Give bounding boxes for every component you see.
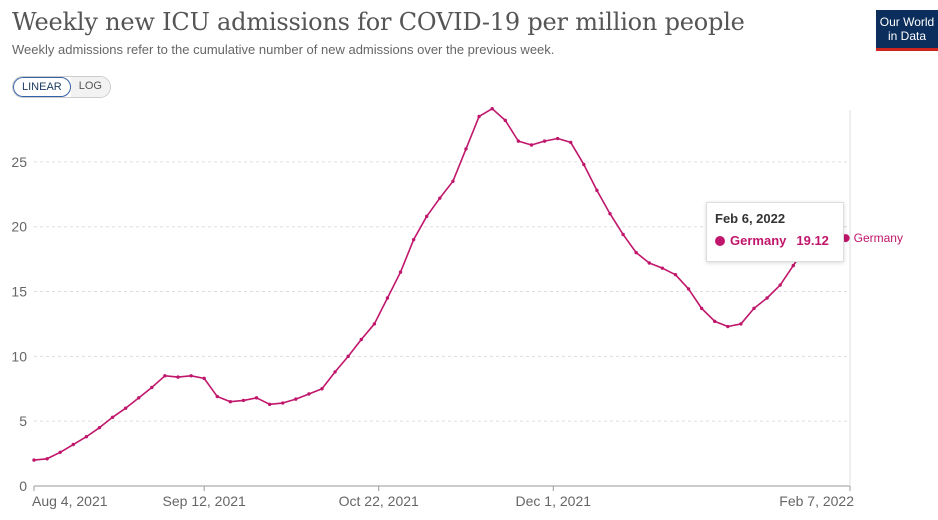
data-point xyxy=(438,196,442,200)
data-point xyxy=(281,401,285,405)
data-point xyxy=(123,406,128,410)
chart-subtitle: Weekly admissions refer to the cumulativ… xyxy=(12,42,555,57)
y-tick-label: 25 xyxy=(11,154,27,170)
data-point xyxy=(254,396,259,400)
logo-accent-bar xyxy=(876,48,938,51)
tooltip-row: Germany 19.12 xyxy=(715,233,835,248)
data-point xyxy=(267,402,272,407)
data-point xyxy=(333,370,337,374)
scale-toggle: LINEAR LOG xyxy=(12,76,111,98)
data-point xyxy=(739,322,743,326)
data-point xyxy=(307,392,311,396)
tooltip-value: 19.12 xyxy=(796,233,829,248)
data-point xyxy=(359,337,363,342)
data-point xyxy=(84,435,89,439)
data-point xyxy=(713,319,717,324)
data-point xyxy=(791,263,795,268)
x-tick-label: Dec 1, 2021 xyxy=(516,493,592,509)
data-point xyxy=(241,398,246,403)
linear-scale-button[interactable]: LINEAR xyxy=(13,77,71,97)
data-point xyxy=(569,140,573,145)
data-point xyxy=(752,306,756,311)
logo-line-2: in Data xyxy=(887,29,927,43)
data-point xyxy=(477,114,481,119)
data-point xyxy=(202,376,206,381)
data-point xyxy=(621,232,625,237)
data-point xyxy=(765,296,769,300)
data-point xyxy=(110,415,115,419)
owid-logo[interactable]: Our World in Data xyxy=(876,10,938,51)
data-point xyxy=(660,266,665,270)
x-tick-label: Oct 22, 2021 xyxy=(339,493,419,509)
y-tick-label: 20 xyxy=(11,219,27,235)
x-tick-label: Sep 12, 2021 xyxy=(163,493,247,509)
data-point xyxy=(555,136,560,141)
hover-tooltip: Feb 6, 2022 Germany 19.12 xyxy=(706,202,844,262)
data-point xyxy=(595,188,599,193)
data-point xyxy=(58,450,62,454)
data-point xyxy=(163,374,167,378)
data-point xyxy=(189,374,193,378)
series-end-label: Germany xyxy=(854,231,903,245)
data-point xyxy=(398,270,403,274)
chart-title: Weekly new ICU admissions for COVID-19 p… xyxy=(12,8,745,36)
data-point xyxy=(228,400,233,404)
data-point xyxy=(137,396,141,400)
data-point xyxy=(778,283,782,287)
x-tick-label: Aug 4, 2021 xyxy=(32,493,108,509)
y-tick-label: 5 xyxy=(19,413,27,429)
data-point xyxy=(686,287,691,291)
data-point xyxy=(45,457,49,461)
data-point xyxy=(71,442,75,447)
data-point xyxy=(582,162,586,167)
data-point xyxy=(608,212,612,216)
data-point xyxy=(699,306,704,311)
data-point xyxy=(176,375,180,379)
series-color-dot xyxy=(715,236,725,246)
data-point xyxy=(372,322,377,326)
data-point xyxy=(215,394,219,399)
y-tick-label: 10 xyxy=(11,348,27,364)
data-point xyxy=(490,107,494,111)
data-point xyxy=(346,354,350,359)
data-point xyxy=(634,250,638,255)
y-tick-label: 0 xyxy=(19,478,27,494)
data-point xyxy=(516,139,521,143)
data-point xyxy=(503,118,507,123)
tooltip-date: Feb 6, 2022 xyxy=(715,211,786,226)
data-point xyxy=(464,147,468,151)
data-point xyxy=(647,261,651,265)
data-point xyxy=(150,385,154,390)
logo-line-1: Our World xyxy=(879,15,935,29)
tooltip-entity: Germany xyxy=(730,233,787,248)
data-point xyxy=(32,458,36,462)
data-point xyxy=(529,143,534,147)
data-point xyxy=(411,237,416,242)
data-point xyxy=(726,324,730,329)
data-point xyxy=(97,425,102,430)
data-point xyxy=(542,139,547,143)
log-scale-button[interactable]: LOG xyxy=(70,77,110,97)
data-point xyxy=(320,387,324,391)
data-point xyxy=(673,272,678,277)
y-tick-label: 15 xyxy=(11,284,27,300)
data-point xyxy=(451,179,455,184)
x-tick-label: Feb 7, 2022 xyxy=(779,493,854,509)
data-point xyxy=(294,397,298,401)
data-point xyxy=(425,214,429,219)
data-point xyxy=(385,296,390,300)
